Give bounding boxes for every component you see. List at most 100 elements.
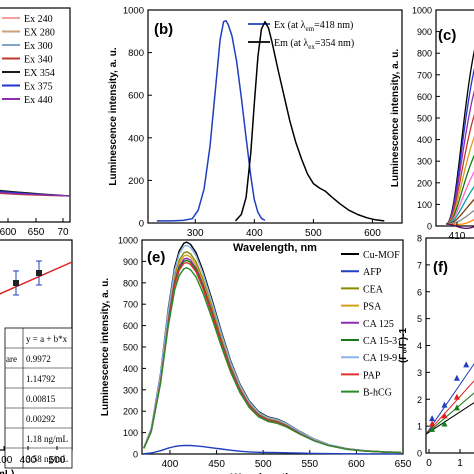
legend-label: AFP xyxy=(363,267,382,278)
data-point xyxy=(463,361,470,368)
x-tick-label: 400 xyxy=(246,228,263,239)
y-axis-label: (F₀/F)-1 xyxy=(398,328,409,363)
panel-letter: (e) xyxy=(147,249,165,266)
stats-table xyxy=(4,327,73,469)
legend-label: CA 19-9 xyxy=(363,353,397,364)
x-axis-label: Wavelength, nm xyxy=(233,242,317,254)
y-tick-label: 200 xyxy=(128,176,144,187)
table-cell: 0.00815 xyxy=(26,394,56,404)
table-cell: 0.00292 xyxy=(26,414,55,424)
legend-label: Ex 440 xyxy=(24,95,53,106)
fit-line xyxy=(0,261,73,295)
legend-label: Ex 375 xyxy=(24,82,53,93)
y-tick-label: 800 xyxy=(128,48,144,59)
y-tick-label: 3 xyxy=(417,368,422,378)
series-line xyxy=(143,444,402,455)
y-tick-label: 6 xyxy=(417,287,422,297)
plot-frame xyxy=(147,9,403,224)
y-tick-label: 100 xyxy=(123,428,138,438)
y-tick-label: 800 xyxy=(123,278,138,288)
panel-letter: (f) xyxy=(433,259,448,276)
x-axis-label: Wavelength, nm xyxy=(231,472,315,474)
legend-label: Ex 240 xyxy=(24,14,53,25)
x-tick-label: 650 xyxy=(28,227,45,238)
x-tick-label: 500 xyxy=(255,459,272,470)
legend-label: CA 125 xyxy=(363,319,394,330)
x-tick-label: 450 xyxy=(208,459,225,470)
legend-label: CA 15-3 xyxy=(363,336,397,347)
y-tick-label: 1000 xyxy=(412,6,432,16)
legend-label: Ex 340 xyxy=(24,55,53,66)
y-tick-label: 600 xyxy=(128,91,144,102)
series-line xyxy=(0,191,71,197)
data-point xyxy=(13,280,19,286)
x-tick-label: 100 xyxy=(0,455,13,466)
y-tick-label: 2 xyxy=(417,395,422,405)
panel-letter: (c) xyxy=(438,27,456,44)
y-tick-label: 5 xyxy=(417,314,422,324)
y-tick-label: 500 xyxy=(123,343,138,353)
plot-frame xyxy=(0,7,71,223)
fit-line xyxy=(425,402,474,435)
data-point xyxy=(429,415,436,422)
y-axis-label: Luminescence intensity, a. u. xyxy=(390,49,401,187)
legend-label: EX 280 xyxy=(24,28,55,39)
y-axis-label: Luminescence intensity, a. u. xyxy=(100,278,111,416)
x-tick-label: 550 xyxy=(301,459,318,470)
panel-e: 0 100 200 300 400 500 600 700 800 900 1000 400 450 50… xyxy=(100,236,412,474)
x-tick-label: 600 xyxy=(364,228,381,239)
y-tick-label: 0 xyxy=(417,449,422,459)
y-tick-label: 400 xyxy=(123,364,138,374)
y-tick-label: 700 xyxy=(123,300,138,310)
series-line xyxy=(445,114,474,225)
data-point xyxy=(429,420,436,427)
x-tick-label: 500 xyxy=(305,228,322,239)
y-tick-label: 300 xyxy=(417,157,432,167)
data-point xyxy=(441,420,448,427)
y-tick-label: 400 xyxy=(417,135,432,145)
legend-label: B-hCG xyxy=(363,388,392,399)
y-tick-label: 1000 xyxy=(118,236,138,246)
panel-f: 0 1 2 3 4 5 6 7 8 (F₀/F)-1 (f) 0 1 xyxy=(398,234,474,469)
y-tick-label: 4 xyxy=(417,341,422,351)
x-tick-label: 300 xyxy=(187,228,204,239)
panel-b: 0 200 400 600 800 1000 300 400 500 600 Wavelength,… xyxy=(108,6,403,254)
series-line xyxy=(143,267,402,454)
x-tick-label: 0 xyxy=(426,458,432,469)
y-tick-label: 600 xyxy=(123,321,138,331)
legend-label: Ex 300 xyxy=(24,41,53,52)
legend-label: PSA xyxy=(363,302,382,313)
y-tick-label: 900 xyxy=(123,257,138,267)
y-tick-label: 1 xyxy=(417,422,422,432)
table-cell: 3.58 ng/mL xyxy=(26,454,68,464)
y-tick-label: 500 xyxy=(417,114,432,124)
x-tick-label: 500 xyxy=(49,455,66,466)
x-tick-label: 600 xyxy=(0,227,17,238)
table-cell: 1.14792 xyxy=(26,374,55,384)
fit-line xyxy=(425,363,474,435)
y-axis-label: Luminescence intensity, a. u. xyxy=(108,47,119,185)
y-tick-label: 300 xyxy=(123,385,138,395)
data-point xyxy=(453,404,460,411)
legend-label: Cu-MOF xyxy=(363,250,400,261)
legend-label: PAP xyxy=(363,370,381,381)
series-line xyxy=(445,136,474,225)
series-line xyxy=(445,223,474,229)
y-tick-label: 400 xyxy=(128,133,144,144)
y-tick-label: 200 xyxy=(417,178,432,188)
y-tick-label: 100 xyxy=(417,200,432,210)
y-tick-label: 0 xyxy=(133,450,138,460)
data-point xyxy=(36,270,42,276)
x-tick-label: 600 xyxy=(348,459,365,470)
y-tick-label: 1000 xyxy=(123,6,144,17)
y-tick-label: 200 xyxy=(123,407,138,417)
table-header: y = a + b*x xyxy=(26,334,68,344)
x-tick-label: 1 xyxy=(457,458,463,469)
series-line xyxy=(234,20,385,222)
legend-label: EX 354 xyxy=(24,68,55,79)
x-tick-label: 400 xyxy=(20,455,37,466)
data-point xyxy=(453,374,460,381)
legend-label: CEA xyxy=(363,284,384,295)
y-tick-label: 0 xyxy=(427,222,432,232)
